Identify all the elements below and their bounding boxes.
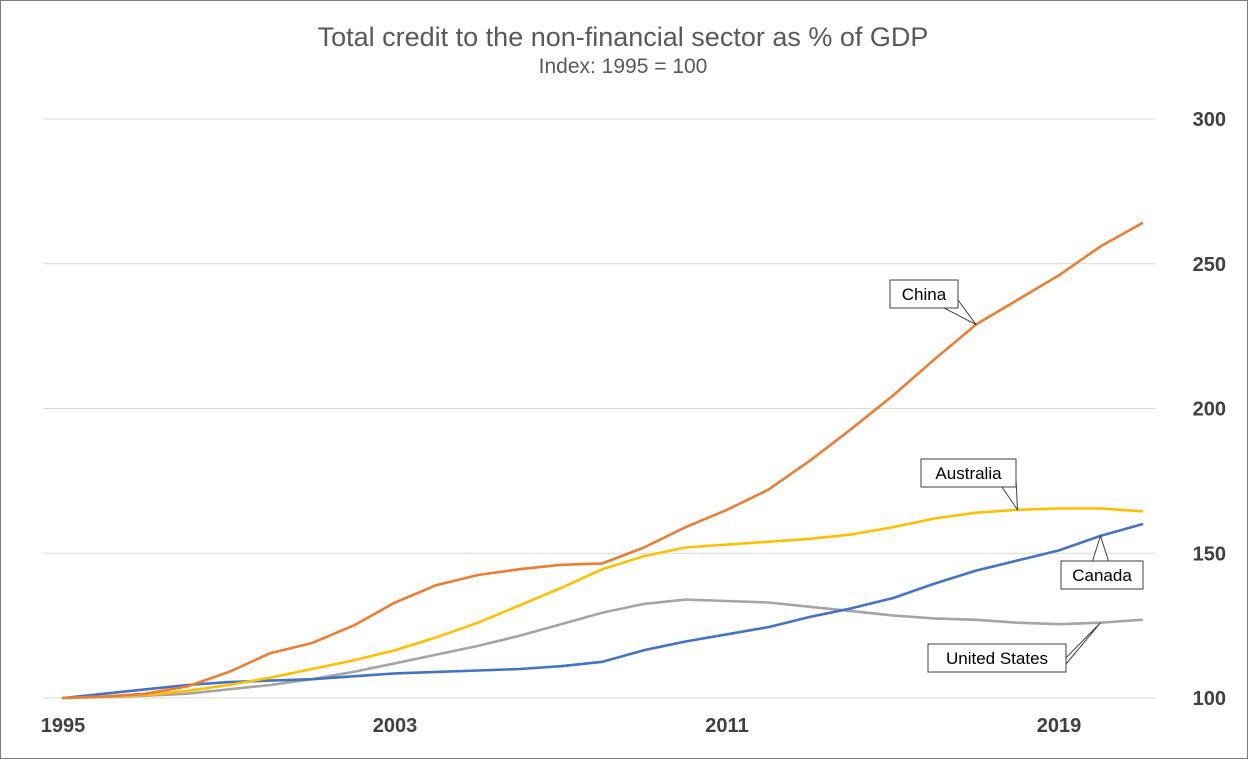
callout-box <box>920 458 1017 488</box>
chart-subtitle: Index: 1995 = 100 <box>539 55 708 78</box>
x-tick-label: 2019 <box>1037 715 1082 737</box>
callout-china: China <box>889 279 977 325</box>
callout-australia: Australia <box>920 458 1019 512</box>
y-tick-label: 300 <box>1193 109 1226 131</box>
series-lines <box>61 221 1144 700</box>
series-line-united-states <box>61 598 1144 700</box>
callout-canada: Canada <box>1060 534 1144 590</box>
callout-label: Canada <box>1072 566 1132 585</box>
x-tick-label: 2011 <box>705 715 748 737</box>
series-line-australia <box>61 507 1144 700</box>
y-tick-label: 100 <box>1193 688 1226 710</box>
chart-title: Total credit to the non-financial sector… <box>318 22 929 52</box>
y-tick-label: 150 <box>1193 543 1226 565</box>
x-tick-label: 2003 <box>373 715 418 737</box>
x-tick-label: 1995 <box>41 715 86 737</box>
gridlines <box>43 118 1155 699</box>
callout-label: Australia <box>935 464 1002 483</box>
y-tick-label: 250 <box>1193 254 1226 276</box>
callout-label: China <box>902 285 947 304</box>
callout-box <box>889 279 959 309</box>
series-callouts: China Australia Canada United States <box>889 279 1144 673</box>
callout-pointer <box>1091 534 1110 562</box>
y-tick-label: 200 <box>1193 399 1226 421</box>
y-axis-ticks: 100 150 200 250 300 <box>1193 109 1226 710</box>
callout-box <box>1060 560 1144 590</box>
callout-united-states: United States <box>927 622 1101 673</box>
series-line-china <box>61 221 1144 700</box>
x-axis-ticks: 1995 2003 2011 2019 <box>41 715 1082 737</box>
callout-label: United States <box>946 649 1048 668</box>
callout-box <box>927 643 1067 673</box>
